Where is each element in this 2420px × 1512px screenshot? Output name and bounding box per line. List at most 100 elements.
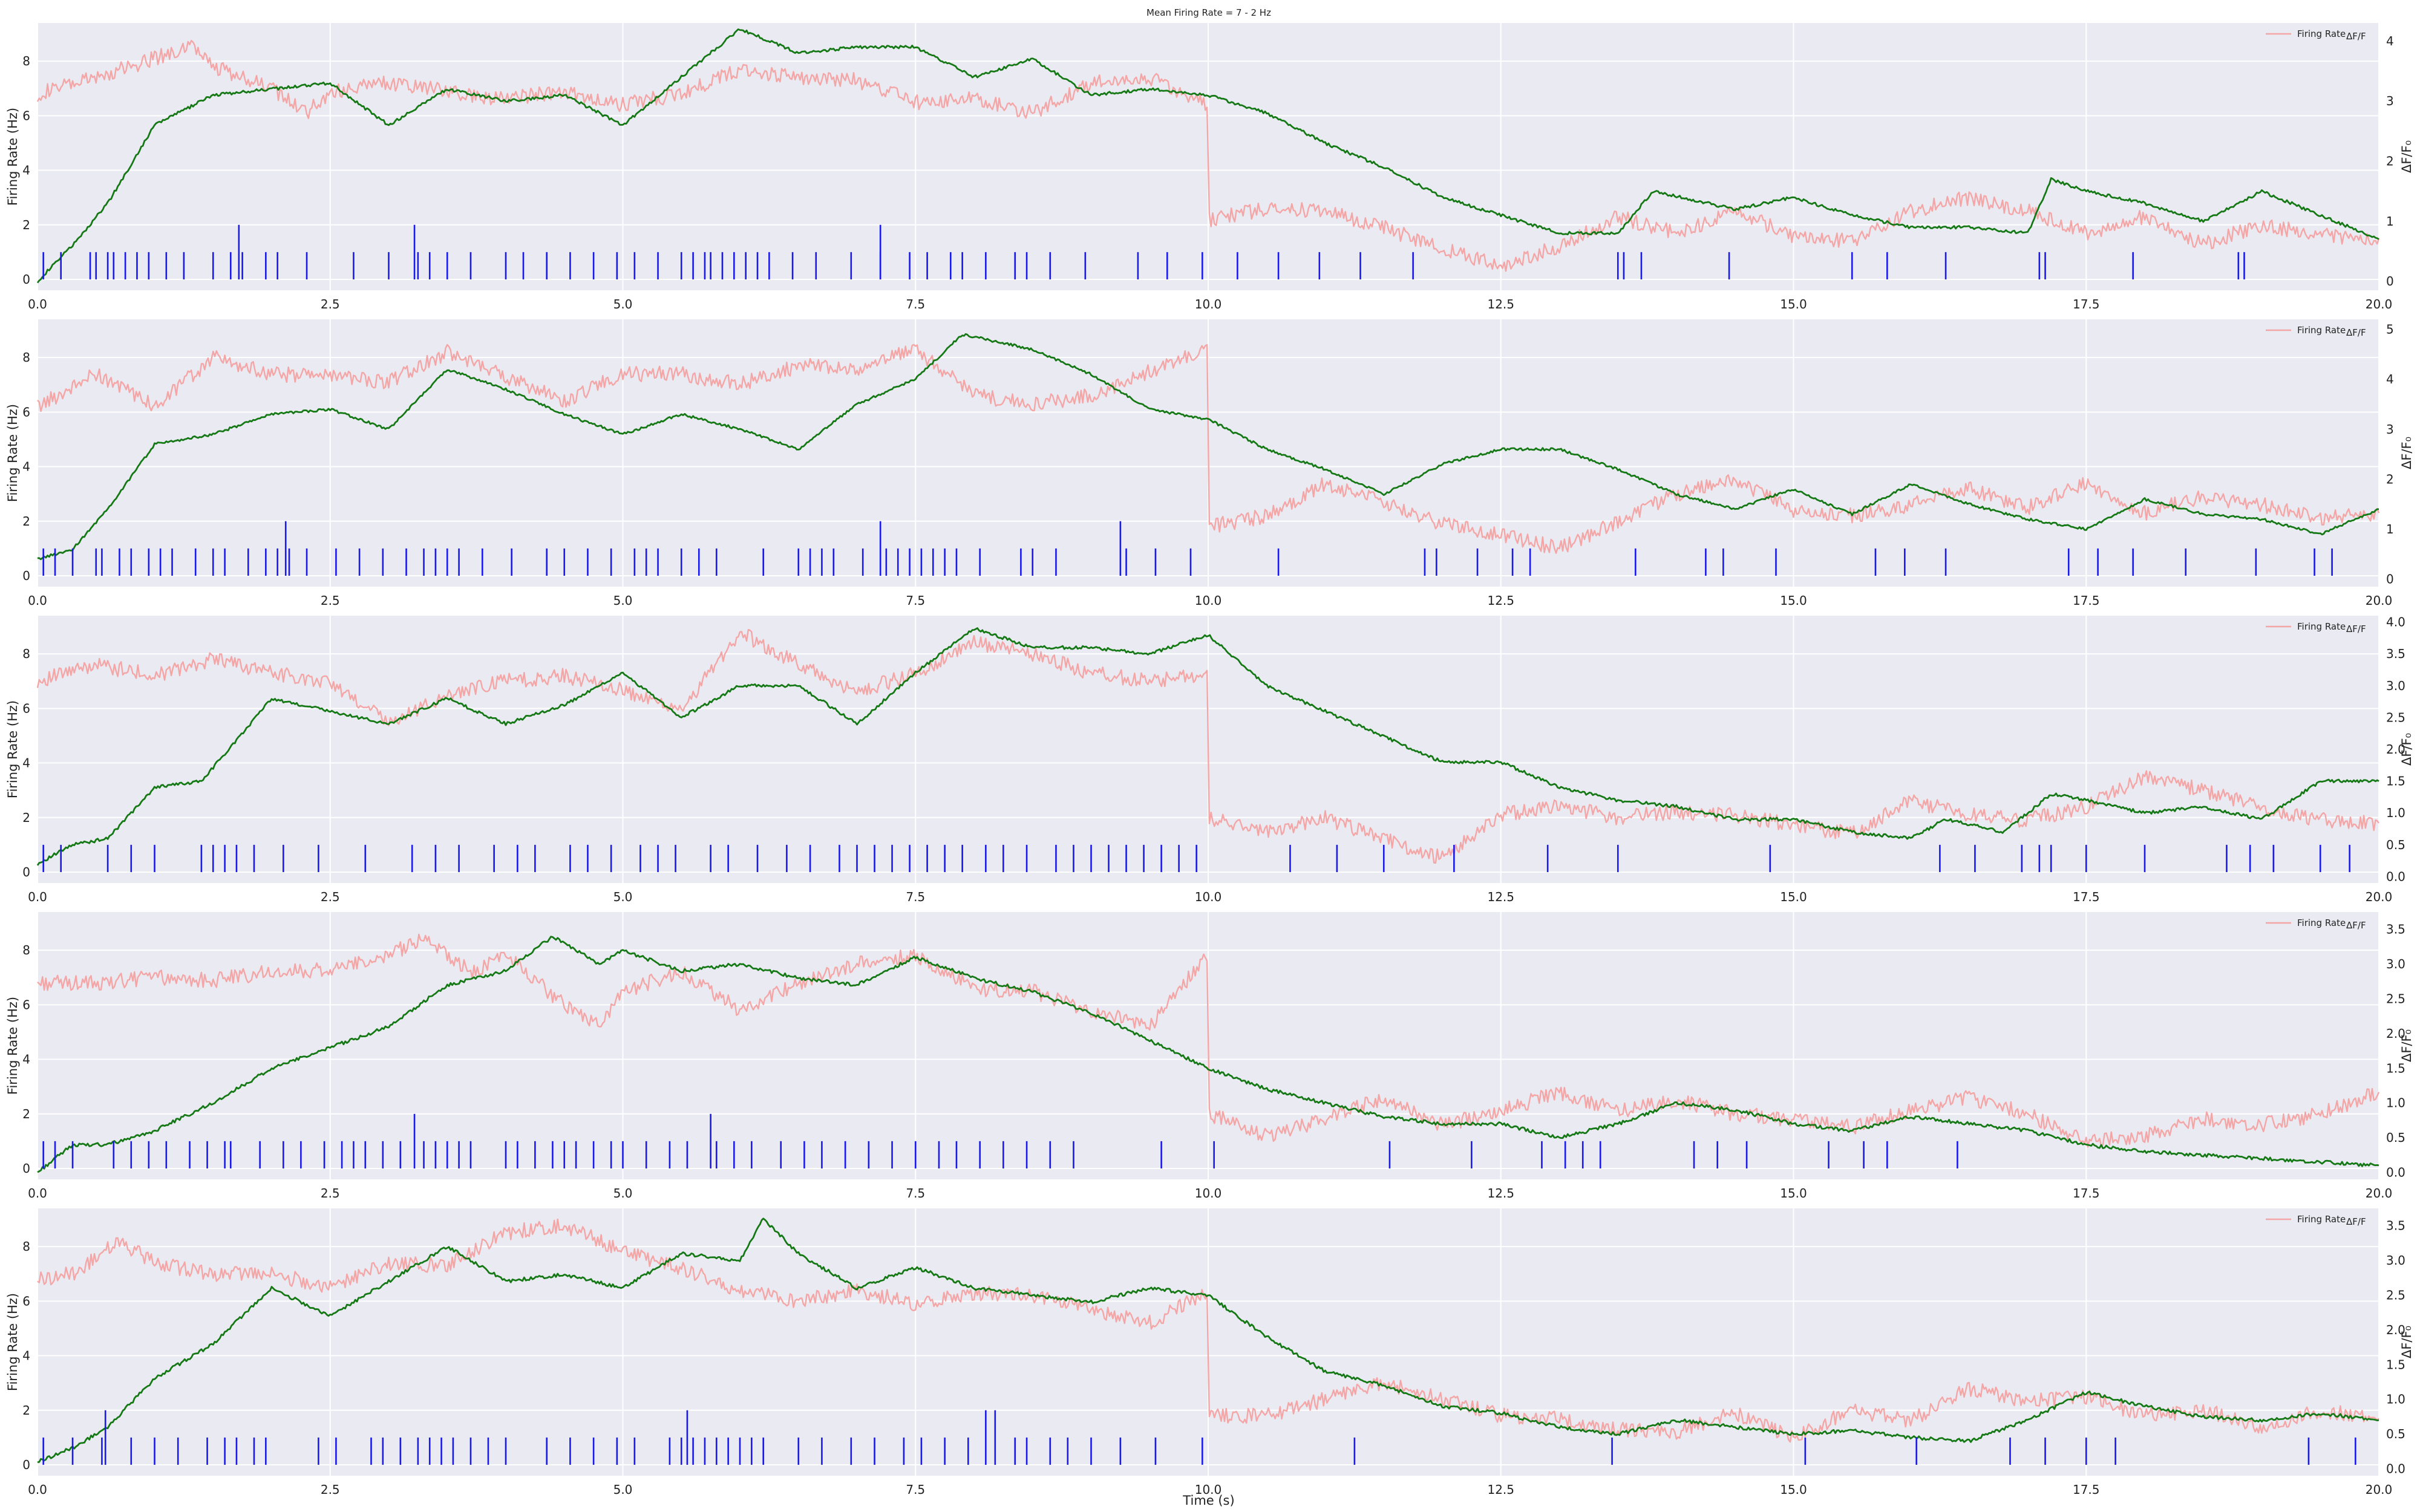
- y-tick-label: 2: [22, 1403, 30, 1418]
- y2-tick-label: 2.0: [2386, 742, 2405, 757]
- y-tick-label: 0: [22, 569, 30, 583]
- y-tick-label: 4: [22, 163, 30, 178]
- y2-tick-label: 2.5: [2386, 710, 2405, 725]
- x-tick-label: 17.5: [2073, 593, 2100, 608]
- x-tick-label: 5.0: [613, 593, 633, 608]
- y2-tick-label: 1.5: [2386, 774, 2405, 789]
- y2-tick-label: 2: [2386, 154, 2394, 168]
- x-tick-label: 2.5: [321, 1482, 340, 1497]
- y-tick-label: 0: [22, 1458, 30, 1472]
- legend-label-firing-rate: Firing Rate: [2297, 325, 2346, 336]
- legend-label-delta-f: ΔF/F: [2346, 920, 2366, 931]
- y-axis-label: Firing Rate (Hz): [5, 997, 20, 1095]
- x-tick-label: 10.0: [1195, 297, 1222, 311]
- delta-f-line: [36, 28, 2379, 284]
- x-tick-label: 12.5: [1487, 297, 1514, 311]
- x-tick-label: 12.5: [1487, 890, 1514, 904]
- legend-label-firing-rate: Firing Rate: [2297, 1214, 2346, 1225]
- figure-title: Mean Firing Rate = 7 - 2 Hz: [1146, 7, 1271, 18]
- y-tick-label: 6: [22, 108, 30, 123]
- delta-f-line: [37, 1217, 2379, 1464]
- legend-label-delta-f: ΔF/F: [2346, 31, 2366, 42]
- firing-rate-line: [36, 628, 2379, 864]
- firing-rate-line: [37, 933, 2380, 1148]
- y2-tick-label: 4.0: [2386, 615, 2405, 630]
- y2-tick-label: 3.5: [2386, 922, 2405, 937]
- y2-tick-label: 0.5: [2386, 1130, 2405, 1145]
- y2-axis-label: ΔF/F₀: [2399, 1029, 2414, 1062]
- y2-tick-label: 1.0: [2386, 1392, 2405, 1407]
- firing-rate-line: [37, 1218, 2379, 1443]
- delta-f-line: [36, 627, 2379, 866]
- x-tick-label: 10.0: [1195, 890, 1222, 904]
- legend-label-delta-f: ΔF/F: [2346, 624, 2366, 634]
- y-tick-label: 0: [22, 865, 30, 879]
- y-tick-label: 0: [22, 272, 30, 287]
- y2-tick-label: 3.0: [2386, 957, 2405, 971]
- y-tick-label: 2: [22, 514, 30, 529]
- x-tick-label: 7.5: [906, 1482, 925, 1497]
- y-tick-label: 8: [22, 943, 30, 957]
- legend-label-firing-rate: Firing Rate: [2297, 28, 2346, 39]
- y2-tick-label: 3.5: [2386, 1219, 2405, 1233]
- y2-tick-label: 2.5: [2386, 1288, 2405, 1303]
- x-tick-label: 12.5: [1487, 593, 1514, 608]
- y-tick-label: 2: [22, 218, 30, 232]
- y2-tick-label: 0.0: [2386, 869, 2405, 884]
- chart-panel-5: 0 2 4 6 8 0.0 2.5 5.0 7.5 10.0 12.5 15.0 17.5 20.0 0.0…: [5, 1208, 2414, 1497]
- y2-tick-label: 0.5: [2386, 838, 2405, 852]
- y-tick-label: 4: [22, 756, 30, 771]
- x-tick-label: 17.5: [2073, 1482, 2100, 1497]
- legend-label-delta-f: ΔF/F: [2346, 1216, 2366, 1227]
- chart-panel-2: 0 2 4 6 8 0.0 2.5 5.0 7.5 10.0 12.5 15.0 17.5 20.0 0 1 2…: [5, 319, 2414, 608]
- x-tick-label: 0.0: [28, 890, 47, 904]
- y2-tick-label: 5: [2386, 322, 2394, 337]
- y2-tick-label: 0.0: [2386, 1462, 2405, 1476]
- x-tick-label: 17.5: [2073, 890, 2100, 904]
- x-tick-label: 15.0: [1780, 1482, 1807, 1497]
- x-tick-label: 20.0: [2366, 890, 2393, 904]
- y2-tick-label: 2: [2386, 472, 2394, 486]
- firing-rate-line: [36, 39, 2380, 272]
- y2-tick-label: 1.0: [2386, 806, 2405, 820]
- y2-tick-label: 3: [2386, 422, 2394, 437]
- y2-tick-label: 1.0: [2386, 1096, 2405, 1110]
- legend: Firing Rate ΔF/F: [2266, 1214, 2366, 1227]
- x-tick-label: 0.0: [28, 593, 47, 608]
- x-tick-label: 5.0: [613, 1482, 633, 1497]
- y2-tick-label: 0: [2386, 572, 2394, 587]
- y-tick-label: 6: [22, 701, 30, 715]
- x-tick-label: 17.5: [2073, 297, 2100, 311]
- x-tick-label: 20.0: [2366, 1482, 2393, 1497]
- y-tick-label: 6: [22, 405, 30, 419]
- chart-panel-1: 0 2 4 6 8 0.0 2.5 5.0 7.5 10.0 12.5 15.0 17.5 20.0 0 1 2…: [5, 23, 2414, 311]
- delta-f-line: [37, 936, 2379, 1173]
- y-tick-label: 2: [22, 810, 30, 825]
- y-tick-label: 4: [22, 460, 30, 474]
- y2-tick-label: 1: [2386, 522, 2394, 536]
- legend: Firing Rate ΔF/F: [2266, 917, 2366, 931]
- y2-axis-label: ΔF/F₀: [2399, 733, 2414, 766]
- y2-tick-label: 2.0: [2386, 1323, 2405, 1337]
- x-tick-label: 17.5: [2073, 1186, 2100, 1201]
- legend: Firing Rate ΔF/F: [2266, 325, 2366, 338]
- x-tick-label: 10.0: [1195, 593, 1222, 608]
- firing-rate-line: [37, 344, 2380, 554]
- legend: Firing Rate ΔF/F: [2266, 621, 2366, 634]
- x-tick-label: 0.0: [28, 1482, 47, 1497]
- x-tick-label: 20.0: [2366, 593, 2393, 608]
- x-tick-label: 2.5: [321, 1186, 340, 1201]
- x-tick-label: 10.0: [1195, 1186, 1222, 1201]
- y-tick-label: 6: [22, 997, 30, 1012]
- y-tick-label: 8: [22, 350, 30, 365]
- x-tick-label: 20.0: [2366, 1186, 2393, 1201]
- x-tick-label: 12.5: [1487, 1186, 1514, 1201]
- y2-tick-label: 3.0: [2386, 1253, 2405, 1268]
- y2-tick-label: 4: [2386, 372, 2394, 386]
- chart-panel-4: 0 2 4 6 8 0.0 2.5 5.0 7.5 10.0 12.5 15.0 17.5 20.0 0.0…: [5, 912, 2414, 1201]
- figure-xlabel: Time (s): [1182, 1493, 1234, 1508]
- legend: Firing Rate ΔF/F: [2266, 28, 2366, 42]
- y-tick-label: 4: [22, 1349, 30, 1363]
